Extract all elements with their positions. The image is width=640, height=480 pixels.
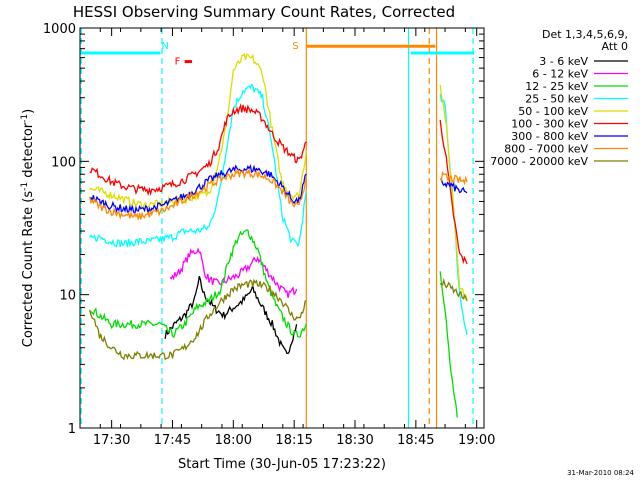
footer-timestamp: 31-Mar-2010 08:24 xyxy=(567,469,634,477)
plot-area: NF S xyxy=(80,28,475,428)
series-line-2-part-1 xyxy=(169,247,298,298)
x-tick-label-3: 18:00 xyxy=(215,433,252,448)
series-line-8-part-2 xyxy=(439,171,468,186)
series-line-8-part-1 xyxy=(89,167,307,220)
y-tick-label-1: 1 xyxy=(68,422,76,437)
y-tick-label-2: 10 xyxy=(59,289,76,304)
legend-header-2: Att 0 xyxy=(602,40,628,53)
series-line-4-part-1 xyxy=(89,83,307,248)
series-line-3-part-2 xyxy=(439,271,458,418)
legend-label-6: 100 - 300 keV xyxy=(511,118,588,131)
series-line-7-part-1 xyxy=(89,163,307,216)
x-tick-label-4: 18:15 xyxy=(275,433,312,448)
legend-label-4: 25 - 50 keV xyxy=(525,93,588,106)
series-line-9-part-1 xyxy=(89,278,307,361)
plot-frame xyxy=(79,27,485,429)
legend-header-1: Det 1,3,4,5,6,9, xyxy=(542,28,628,41)
series-line-5-part-2 xyxy=(439,84,468,301)
legend-label-3: 12 - 25 keV xyxy=(525,80,588,93)
x-tick-label-7: 19:00 xyxy=(458,433,495,448)
series-line-6-part-2 xyxy=(439,119,468,265)
axes: 17:30 17:45 18:00 18:15 18:30 18:45 19:00 1 10 10… xyxy=(43,22,496,448)
legend-label-7: 300 - 800 keV xyxy=(511,130,588,143)
series-line-6-part-1 xyxy=(89,103,307,197)
series-line-9-part-2 xyxy=(439,277,468,302)
x-tick-label-5: 18:30 xyxy=(336,433,373,448)
plot-clip-group: NF S xyxy=(80,28,475,428)
legend-label-1: 3 - 6 keV xyxy=(539,55,588,68)
y-axis-label: Corrected Count Rate (s-1 detector-1) xyxy=(20,109,36,347)
y-tick-label-3: 100 xyxy=(51,155,76,170)
chart-title: HESSI Observing Summary Count Rates, Cor… xyxy=(73,3,455,21)
legend-label-9: 7000 - 20000 keV xyxy=(490,155,588,168)
flag-label-S: S xyxy=(292,41,298,52)
y-tick-label-4: 1000 xyxy=(43,22,76,37)
series-line-1-part-1 xyxy=(164,276,298,355)
legend-label-5: 50 - 100 keV xyxy=(518,105,588,118)
series-line-5-part-1 xyxy=(89,52,307,210)
legend-label-8: 800 - 7000 keV xyxy=(504,143,588,156)
x-axis-label: Start Time (30-Jun-05 17:23:22) xyxy=(178,457,386,472)
x-tick-label-1: 17:30 xyxy=(93,433,130,448)
series-line-7-part-2 xyxy=(440,178,468,194)
x-tick-label-2: 17:45 xyxy=(154,433,191,448)
legend-label-2: 6 - 12 keV xyxy=(532,68,588,81)
flag-label-F: F xyxy=(175,57,181,68)
flag-label-N: N xyxy=(161,41,168,52)
x-tick-label-6: 18:45 xyxy=(397,433,434,448)
